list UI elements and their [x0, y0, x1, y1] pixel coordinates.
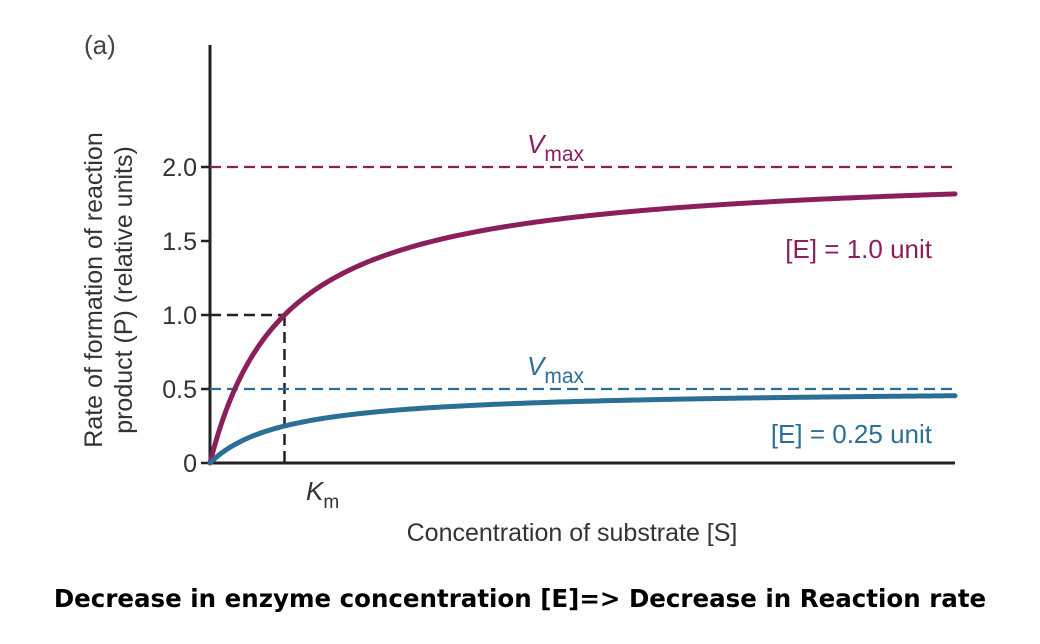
series-label-2: [E] = 0.25 unit	[771, 419, 933, 449]
y-ticks: 0 0.5 1.0 1.5 2.0	[162, 154, 210, 478]
vmax-label-1: Vmax	[527, 129, 585, 166]
y-axis-label-line2: product (P) (relative units)	[110, 146, 138, 434]
km-subscript: m	[323, 492, 339, 513]
caption: Decrease in enzyme concentration [E]=> D…	[53, 584, 987, 613]
y-tick-label: 2.0	[162, 154, 197, 182]
km-symbol: K	[306, 476, 325, 506]
y-tick-label: 1.0	[162, 302, 197, 330]
panel-label: (a)	[84, 30, 116, 60]
axes	[208, 45, 955, 465]
series-labels: Vmax Vmax [E] = 1.0 unit [E] = 0.25 unit	[527, 129, 933, 449]
y-axis-label-line1: Rate of formation of reaction	[80, 132, 108, 447]
vmax-lines	[210, 165, 955, 391]
curve-series-1	[207, 191, 958, 466]
y-tick-label: 0.5	[162, 376, 197, 404]
y-tick-label: 0	[183, 450, 197, 478]
michaelis-menten-chart: (a) 0 0.5 1.0 1.5 2.0 Vmax Vmax [E] = 1.0 unit…	[80, 30, 958, 547]
vmax-label-2: Vmax	[527, 351, 585, 388]
y-tick-label: 1.5	[162, 228, 197, 256]
km-label: Km	[306, 476, 339, 513]
curves	[207, 191, 958, 466]
curve-series-2	[207, 393, 958, 466]
x-axis-label: Concentration of substrate [S]	[407, 519, 738, 547]
series-label-1: [E] = 1.0 unit	[785, 234, 932, 264]
